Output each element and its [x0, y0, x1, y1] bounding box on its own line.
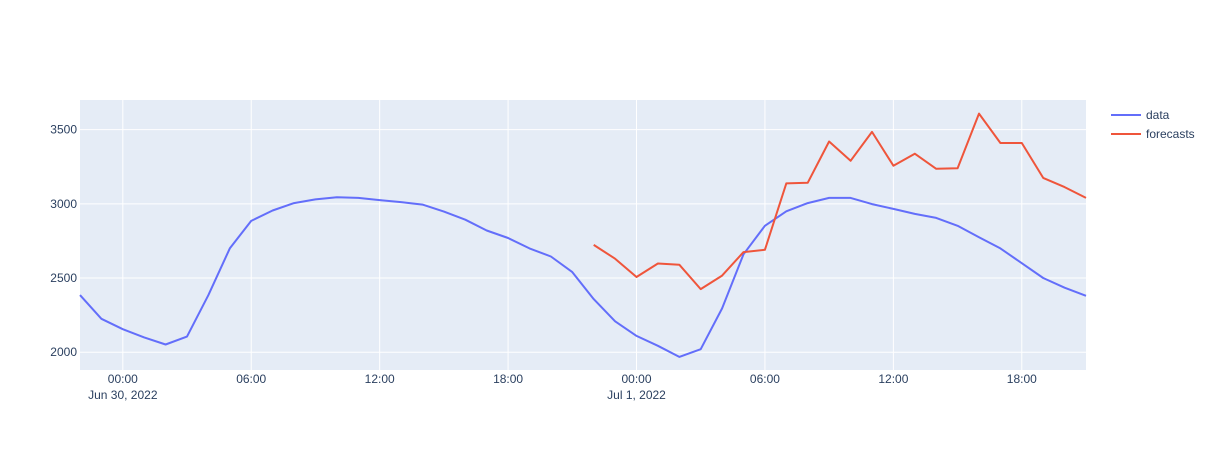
x-tick-label: 12:00	[878, 372, 908, 386]
x-tick-date-label: Jun 30, 2022	[88, 388, 158, 402]
x-axis-ticks: 00:00 Jun 30, 2022 06:00 12:00 18:00 00:00 Jul…	[88, 372, 1037, 402]
legend-label: forecasts	[1146, 127, 1195, 141]
legend[interactable]: data forecasts	[1111, 108, 1195, 141]
series-lines	[79, 112, 1087, 358]
x-tick-label: 12:00	[365, 372, 395, 386]
x-tick-label: 00:00	[621, 372, 651, 386]
x-tick-date-label: Jul 1, 2022	[607, 388, 666, 402]
legend-label: data	[1146, 108, 1170, 122]
x-tick-label: 00:00	[108, 372, 138, 386]
x-tick-label: 06:00	[750, 372, 780, 386]
y-tick-label: 2000	[50, 345, 77, 359]
series-line-data[interactable]	[79, 196, 1087, 358]
x-tick-label: 18:00	[493, 372, 523, 386]
plot-background	[80, 100, 1086, 370]
y-tick-label: 3000	[50, 197, 77, 211]
x-tick-label: 06:00	[236, 372, 266, 386]
y-tick-label: 2500	[50, 271, 77, 285]
series-line-forecasts[interactable]	[593, 112, 1087, 291]
y-tick-label: 3500	[50, 123, 77, 137]
grid-lines	[80, 100, 1086, 370]
legend-item-forecasts[interactable]: forecasts	[1111, 127, 1195, 141]
legend-item-data[interactable]: data	[1111, 108, 1170, 122]
x-tick-label: 18:00	[1007, 372, 1037, 386]
y-axis-ticks: 2000 2500 3000 3500	[50, 123, 77, 360]
